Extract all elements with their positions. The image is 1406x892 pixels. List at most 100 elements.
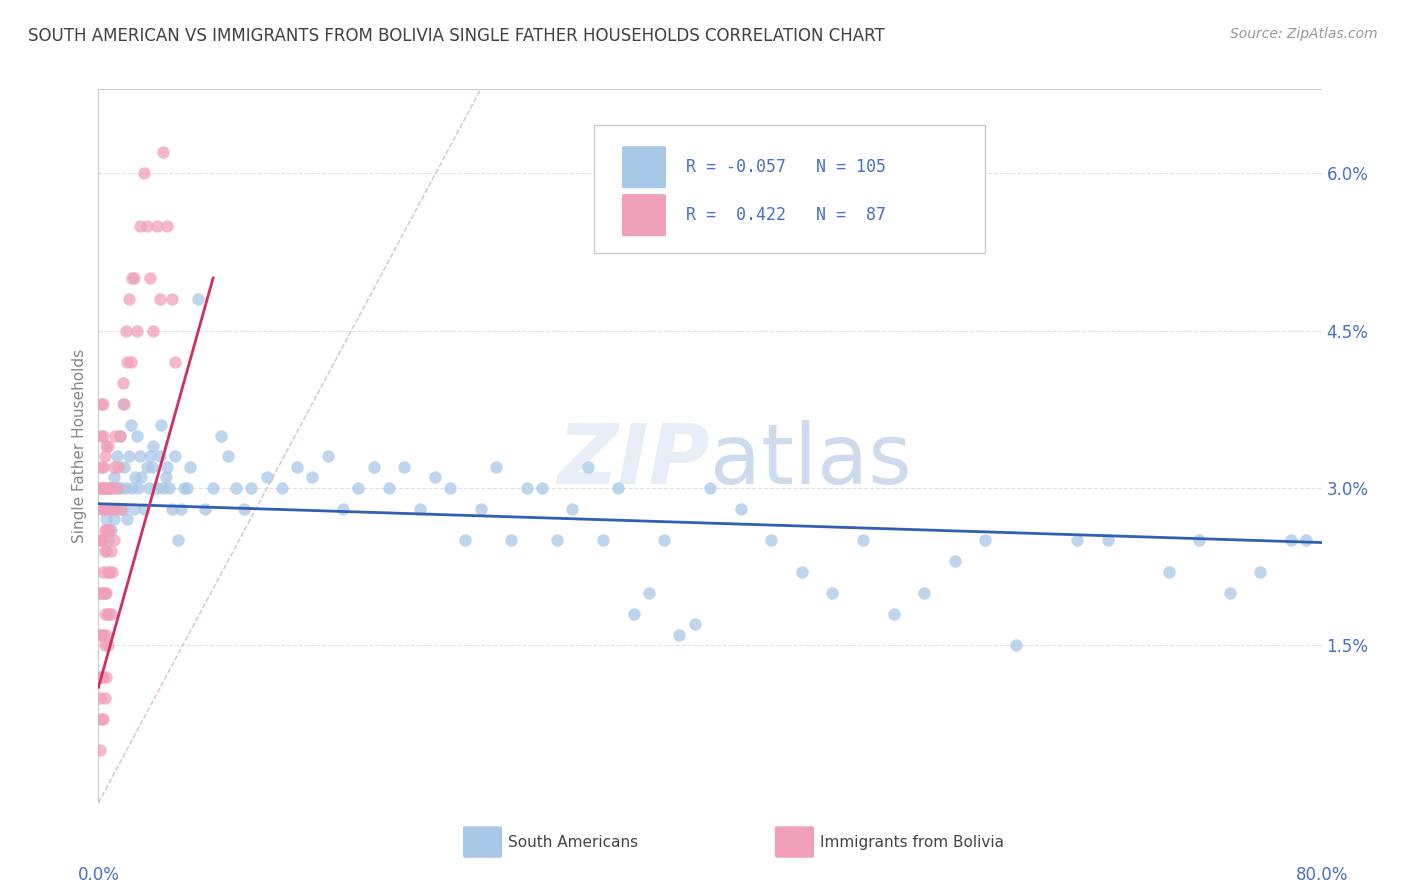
Point xyxy=(232,502,254,516)
Point xyxy=(94,586,117,600)
Point xyxy=(139,450,162,464)
Point xyxy=(134,166,156,180)
Point xyxy=(103,470,125,484)
Point xyxy=(122,271,145,285)
Text: 80.0%: 80.0% xyxy=(1295,866,1348,884)
Point xyxy=(139,271,162,285)
Point xyxy=(225,481,247,495)
Point xyxy=(141,460,163,475)
Point xyxy=(150,417,173,432)
Point xyxy=(89,628,111,642)
Point xyxy=(668,628,690,642)
Point xyxy=(90,481,112,495)
FancyBboxPatch shape xyxy=(621,194,666,236)
Point xyxy=(107,481,129,495)
Point xyxy=(637,586,661,600)
Point xyxy=(138,481,160,495)
Point xyxy=(759,533,782,548)
Point xyxy=(94,481,117,495)
Point xyxy=(134,502,156,516)
Point xyxy=(202,481,225,495)
Point xyxy=(129,470,152,484)
Point xyxy=(652,533,675,548)
Point xyxy=(117,512,139,526)
Point xyxy=(167,533,190,548)
Point xyxy=(423,470,446,484)
Point xyxy=(516,481,538,495)
Text: R = -0.057   N = 105: R = -0.057 N = 105 xyxy=(686,158,886,177)
Point xyxy=(93,639,115,653)
Point xyxy=(91,397,114,411)
Point xyxy=(683,617,706,632)
Point xyxy=(97,533,120,548)
Point xyxy=(97,639,120,653)
Point xyxy=(93,586,115,600)
Text: ZIP: ZIP xyxy=(557,420,710,500)
Point xyxy=(93,450,115,464)
Point xyxy=(94,544,117,558)
Point xyxy=(90,712,112,726)
Point xyxy=(111,502,134,516)
Point xyxy=(100,544,122,558)
Point xyxy=(136,219,159,233)
Point xyxy=(93,607,115,621)
FancyBboxPatch shape xyxy=(621,146,666,188)
Point xyxy=(149,292,172,306)
Point xyxy=(1097,533,1119,548)
Point xyxy=(110,481,132,495)
Point xyxy=(89,533,111,548)
Point xyxy=(316,450,339,464)
Point xyxy=(98,607,121,621)
Point xyxy=(90,460,112,475)
Point xyxy=(155,470,177,484)
Text: atlas: atlas xyxy=(710,420,911,500)
Point xyxy=(91,586,114,600)
Point xyxy=(160,292,183,306)
Point xyxy=(378,481,401,495)
Point xyxy=(111,376,134,390)
Point xyxy=(128,450,150,464)
Point xyxy=(943,554,966,568)
Point xyxy=(91,428,114,442)
Point xyxy=(607,481,630,495)
Point xyxy=(118,292,141,306)
Point xyxy=(101,502,124,516)
Point xyxy=(90,397,112,411)
Point xyxy=(470,502,492,516)
Point xyxy=(108,428,131,442)
Text: SOUTH AMERICAN VS IMMIGRANTS FROM BOLIVIA SINGLE FATHER HOUSEHOLDS CORRELATION C: SOUTH AMERICAN VS IMMIGRANTS FROM BOLIVI… xyxy=(28,27,884,45)
Point xyxy=(256,470,278,484)
Point xyxy=(730,502,752,516)
Point xyxy=(121,271,143,285)
Point xyxy=(107,460,129,475)
Point xyxy=(110,502,132,516)
Point xyxy=(1188,533,1211,548)
Point xyxy=(93,544,115,558)
Point xyxy=(408,502,430,516)
Point xyxy=(1004,639,1026,653)
Point xyxy=(91,460,114,475)
Point xyxy=(124,470,146,484)
FancyBboxPatch shape xyxy=(593,125,986,253)
Point xyxy=(209,428,232,442)
Point xyxy=(699,481,721,495)
Point xyxy=(90,628,112,642)
Point xyxy=(104,502,127,516)
Point xyxy=(592,533,614,548)
Point xyxy=(454,533,477,548)
Point xyxy=(240,481,263,495)
Point xyxy=(1066,533,1088,548)
Point xyxy=(101,565,124,579)
Point xyxy=(122,502,145,516)
Point xyxy=(118,450,141,464)
Point xyxy=(97,439,120,453)
Text: 0.0%: 0.0% xyxy=(77,866,120,884)
Point xyxy=(217,450,239,464)
Point xyxy=(89,586,111,600)
Point xyxy=(100,523,122,537)
Point xyxy=(93,523,115,537)
Point xyxy=(301,470,323,484)
Text: Source: ZipAtlas.com: Source: ZipAtlas.com xyxy=(1230,27,1378,41)
Point xyxy=(89,670,111,684)
Point xyxy=(100,481,122,495)
